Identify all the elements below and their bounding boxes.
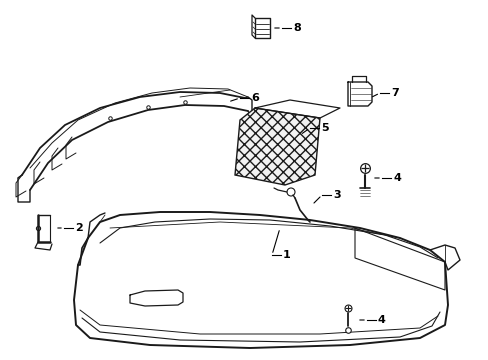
Text: 4: 4 xyxy=(377,315,385,325)
Text: 7: 7 xyxy=(390,88,398,98)
Text: 3: 3 xyxy=(332,190,340,200)
Text: 2: 2 xyxy=(75,223,82,233)
Text: 6: 6 xyxy=(250,93,258,103)
Text: 1: 1 xyxy=(283,250,290,260)
Text: 5: 5 xyxy=(320,123,328,133)
Text: 4: 4 xyxy=(392,173,400,183)
Polygon shape xyxy=(235,108,319,185)
Text: 8: 8 xyxy=(292,23,300,33)
